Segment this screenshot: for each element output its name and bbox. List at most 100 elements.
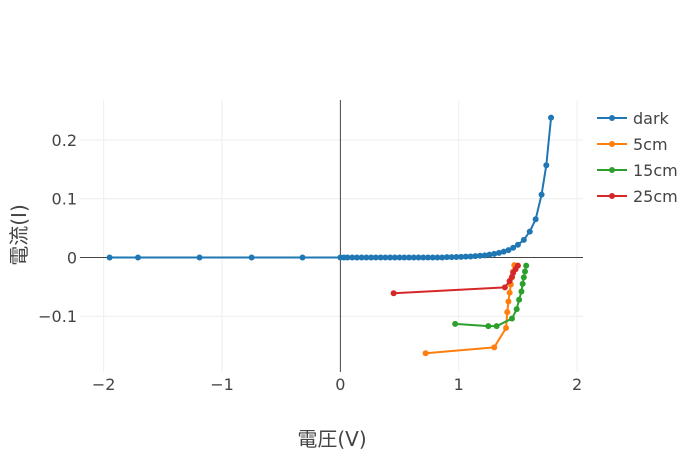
data-point <box>443 254 450 261</box>
legend-swatch-marker <box>609 193 615 199</box>
data-point <box>248 254 255 261</box>
data-point <box>481 252 488 259</box>
data-point <box>493 323 500 330</box>
data-point <box>401 254 408 261</box>
y-tick-label: 0.1 <box>52 190 77 209</box>
data-point <box>477 252 484 259</box>
y-tick-labels: −0.1 0 0.1 0.2 <box>38 131 77 326</box>
data-point <box>196 254 203 261</box>
y-axis-title: 電流(I) <box>7 204 31 266</box>
data-point <box>548 114 555 121</box>
data-point <box>516 296 523 303</box>
data-point <box>520 236 527 243</box>
data-point <box>472 253 479 260</box>
x-tick-labels: −2 −1 0 1 2 <box>92 375 582 394</box>
y-tick-label: −0.1 <box>38 307 77 326</box>
data-point <box>353 254 360 261</box>
data-point <box>462 253 469 260</box>
data-point <box>363 254 370 261</box>
legend: dark 5cm 15cm 25cm <box>597 109 678 206</box>
series-25cm <box>390 262 521 297</box>
data-point <box>520 274 527 281</box>
data-point <box>538 191 545 198</box>
data-point <box>368 254 375 261</box>
data-point <box>396 254 403 261</box>
data-point <box>495 249 502 256</box>
data-point <box>349 254 356 261</box>
legend-item: dark <box>597 109 670 128</box>
data-point <box>504 309 511 316</box>
data-point <box>452 320 459 327</box>
data-point <box>372 254 379 261</box>
data-point <box>415 254 422 261</box>
data-point <box>491 344 498 351</box>
y-tick-label: 0.2 <box>52 131 77 150</box>
data-point <box>467 253 474 260</box>
series-15cm <box>452 262 530 330</box>
data-point <box>505 247 512 254</box>
data-point <box>420 254 427 261</box>
data-point <box>382 254 389 261</box>
series-dark <box>106 114 555 261</box>
legend-swatch-marker <box>609 141 615 147</box>
data-point <box>505 298 512 305</box>
data-point <box>518 288 525 295</box>
data-point <box>453 253 460 260</box>
data-point <box>500 248 507 255</box>
data-point <box>513 306 520 313</box>
data-point <box>299 254 306 261</box>
legend-swatch-marker <box>609 115 615 121</box>
data-point <box>522 268 529 275</box>
data-point <box>422 350 429 357</box>
data-point <box>387 254 394 261</box>
data-point <box>434 254 441 261</box>
series-line <box>455 265 528 328</box>
x-tick-label: 2 <box>572 375 582 394</box>
legend-label: 15cm <box>633 161 678 180</box>
data-point <box>458 253 465 260</box>
data-point <box>526 228 533 235</box>
zero-lines <box>80 100 583 372</box>
legend-label: 5cm <box>633 135 668 154</box>
legend-label: dark <box>633 109 670 128</box>
data-point <box>506 289 513 296</box>
data-point <box>523 262 530 269</box>
legend-item: 5cm <box>597 135 668 154</box>
data-point <box>514 262 521 269</box>
data-point <box>510 244 517 251</box>
x-tick-label: −1 <box>210 375 234 394</box>
data-point <box>429 254 436 261</box>
data-point <box>448 254 455 261</box>
x-tick-label: 1 <box>454 375 464 394</box>
data-point <box>410 254 417 261</box>
data-point <box>391 254 398 261</box>
x-tick-label: −2 <box>92 375 116 394</box>
data-point <box>106 254 113 261</box>
data-point <box>344 254 351 261</box>
legend-item: 25cm <box>597 187 678 206</box>
series-line <box>425 264 516 355</box>
data-point <box>503 324 510 331</box>
data-point <box>358 254 365 261</box>
data-point <box>532 216 539 223</box>
grid-layer <box>80 100 583 372</box>
series-5cm <box>422 262 518 357</box>
data-point <box>543 162 550 169</box>
data-point <box>424 254 431 261</box>
series-layer <box>106 114 555 357</box>
data-point <box>514 241 521 248</box>
legend-swatch-marker <box>609 167 615 173</box>
data-point <box>406 254 413 261</box>
x-axis-title: 電圧(V) <box>297 427 366 450</box>
y-tick-label: 0 <box>67 248 77 267</box>
data-point <box>501 284 508 291</box>
data-point <box>485 323 492 330</box>
data-point <box>491 250 498 257</box>
data-point <box>439 254 446 261</box>
data-point <box>519 280 526 287</box>
data-point <box>134 254 141 261</box>
series-line <box>109 117 553 259</box>
series-line <box>393 265 519 295</box>
